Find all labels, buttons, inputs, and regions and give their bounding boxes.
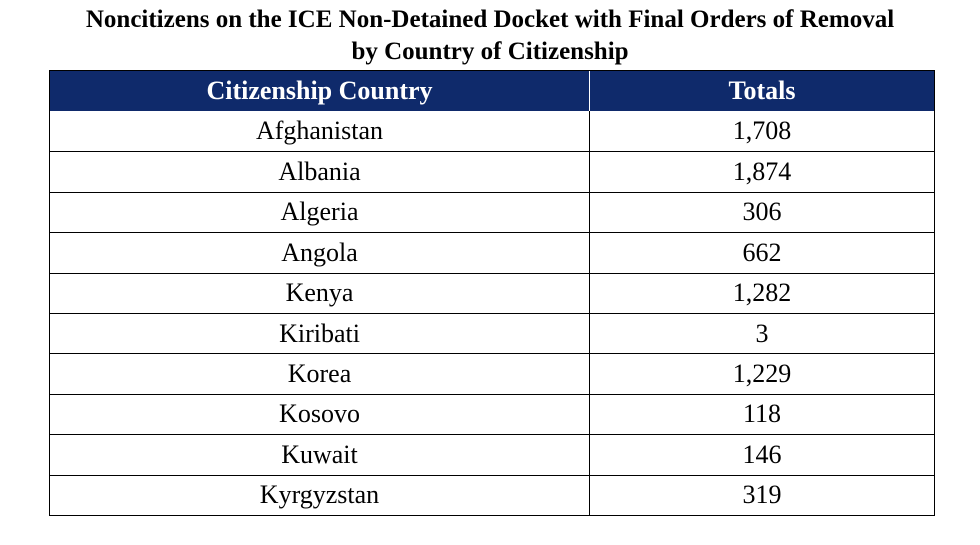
total-cell: 306 bbox=[742, 197, 782, 227]
table-row: Algeria 306 bbox=[50, 191, 934, 233]
total-cell: 1,282 bbox=[732, 278, 792, 308]
total-cell: 146 bbox=[742, 439, 782, 469]
country-totals-table: Citizenship Country Totals Afghanistan 1… bbox=[49, 70, 935, 516]
page-title: Noncitizens on the ICE Non-Detained Dock… bbox=[0, 4, 980, 68]
table-row: Albania 1,874 bbox=[50, 151, 934, 192]
total-cell: 3 bbox=[755, 318, 769, 348]
table-row: Kuwait 146 bbox=[50, 434, 934, 475]
total-cell: 118 bbox=[742, 399, 782, 429]
country-cell: Kenya bbox=[50, 273, 590, 313]
country-cell: Korea bbox=[50, 354, 590, 394]
country-cell: Kuwait bbox=[50, 435, 590, 475]
table-row: Kiribati 3 bbox=[50, 312, 934, 354]
country-cell: Angola bbox=[50, 233, 590, 273]
table-row: Afghanistan 1,708 bbox=[50, 111, 934, 152]
country-cell: Kyrgyzstan bbox=[50, 475, 590, 515]
country-cell: Afghanistan bbox=[50, 111, 590, 152]
country-cell: Algeria bbox=[50, 192, 590, 233]
table-row: Kenya 1,282 bbox=[50, 272, 934, 313]
column-header-totals: Totals bbox=[728, 76, 796, 105]
country-cell: Albania bbox=[50, 152, 590, 192]
total-cell: 319 bbox=[742, 480, 782, 510]
country-cell: Kiribati bbox=[50, 313, 590, 354]
page-title-line-2: by Country of Citizenship bbox=[351, 38, 629, 65]
country-cell: Kosovo bbox=[50, 394, 590, 435]
page-title-line-1: Noncitizens on the ICE Non-Detained Dock… bbox=[85, 6, 895, 33]
table-header-row: Citizenship Country Totals bbox=[50, 71, 934, 111]
table-row: Angola 662 bbox=[50, 232, 934, 273]
column-header-citizenship-country: Citizenship Country bbox=[50, 71, 590, 111]
total-cell: 1,874 bbox=[732, 157, 792, 187]
total-cell: 1,708 bbox=[732, 116, 792, 146]
table-row: Kyrgyzstan 319 bbox=[50, 474, 934, 515]
total-cell: 1,229 bbox=[732, 359, 792, 389]
table-row: Korea 1,229 bbox=[50, 353, 934, 394]
total-cell: 662 bbox=[742, 237, 782, 267]
table-row: Kosovo 118 bbox=[50, 393, 934, 435]
